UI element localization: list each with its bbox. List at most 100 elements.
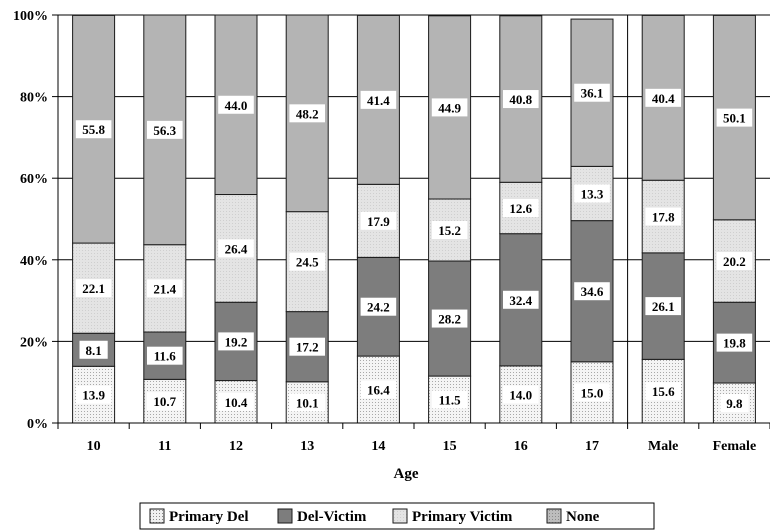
data-label-background [431,309,468,328]
data-label: 22.1 [75,279,112,298]
y-tick-label: 0% [27,417,48,432]
x-tick-labels: 10 11 12 13 14 15 16 17 Male Female [87,439,757,454]
data-label-background [218,95,254,114]
data-label: 11.6 [147,346,183,365]
x-tick-label: 14 [371,439,385,454]
data-label-background [431,98,468,117]
data-label-text: 8.1 [85,343,101,358]
data-label: 8.1 [79,340,108,359]
data-label-text: 15.6 [652,384,675,399]
data-label: 15.0 [574,383,610,402]
data-label-background [360,90,397,109]
data-label-background [431,221,468,240]
x-tick-label: 13 [300,439,314,454]
data-label-text: 41.4 [367,93,390,108]
y-tick-label: 20% [20,335,48,350]
legend-swatch [392,508,408,524]
x-tick-label: Female [713,439,757,454]
data-label-text: 48.2 [296,106,319,121]
data-label-background [574,383,610,402]
data-label-text: 15.2 [438,223,461,238]
data-label: 10.7 [147,392,183,411]
data-label-text: 26.1 [652,299,675,314]
x-tick-label: 12 [229,439,243,454]
legend-swatch [277,508,293,524]
data-label: 26.1 [645,297,681,316]
data-label-background [574,83,610,102]
data-label: 19.8 [716,333,753,352]
data-label-text: 19.2 [225,334,248,349]
legend-label: Primary Victim [412,509,513,525]
data-label-text: 11.5 [439,393,462,408]
data-label: 17.2 [289,337,325,356]
data-label-text: 12.6 [509,201,532,216]
data-label-text: 14.0 [509,387,532,402]
data-label-background [503,198,539,217]
data-label-background [645,297,681,316]
data-label: 15.2 [431,221,468,240]
data-label: 50.1 [716,108,753,127]
data-label: 15.6 [645,382,681,401]
legend-swatch [149,508,165,524]
data-label: 9.8 [720,394,749,413]
data-label-text: 40.8 [509,92,532,107]
legend-item: Primary Victim [392,508,513,525]
data-label-background [720,394,749,413]
data-label-text: 50.1 [723,111,746,126]
data-label-background [503,290,539,309]
data-label-text: 44.0 [225,98,248,113]
data-label-background [716,108,753,127]
data-label-background [645,382,681,401]
legend-item: Primary Del [149,508,249,525]
data-label-background [289,393,325,412]
data-label-background [645,88,681,107]
data-label: 20.2 [716,252,753,271]
legend-label: None [566,509,600,525]
data-label-text: 10.7 [153,394,176,409]
data-label-text: 9.8 [726,396,743,411]
data-label-text: 36.1 [581,86,604,101]
data-label: 34.6 [574,282,610,301]
data-label-text: 22.1 [82,281,105,296]
data-label-background [147,279,183,298]
data-label: 55.8 [75,120,112,139]
data-label: 36.1 [574,83,610,102]
y-tick-label: 60% [20,172,48,187]
data-label-background [360,380,397,399]
data-label-text: 13.9 [82,388,105,403]
data-label-background [503,90,539,109]
x-tick-label: 16 [514,439,528,454]
data-label-text: 24.5 [296,255,319,270]
data-label: 44.9 [431,98,468,117]
data-label-text: 28.2 [438,312,461,327]
data-label: 16.4 [360,380,397,399]
legend-item: None [546,508,600,525]
data-label-background [431,390,468,409]
data-label: 41.4 [360,90,397,109]
y-tick-label: 40% [20,254,48,269]
data-label-text: 21.4 [153,281,176,296]
x-tick-label: 11 [158,439,171,454]
data-label-text: 32.4 [509,293,532,308]
data-label-text: 17.2 [296,340,319,355]
x-tick-label: Male [648,439,678,454]
data-label-text: 17.8 [652,210,675,225]
data-label-text: 26.4 [225,241,248,256]
data-label-background [147,346,183,365]
x-tick-label: 17 [585,439,599,454]
data-label: 56.3 [147,120,183,139]
data-label: 28.2 [431,309,468,328]
legend-item: Del-Victim [277,508,367,525]
data-label: 40.8 [503,90,539,109]
data-label-text: 11.6 [154,349,177,364]
data-label-text: 15.0 [581,385,604,400]
data-label: 32.4 [503,290,539,309]
data-label-text: 20.2 [723,254,746,269]
data-label: 44.0 [218,95,254,114]
data-label-background [360,211,397,230]
y-tick-label: 100% [13,9,48,24]
data-label-text: 34.6 [581,284,604,299]
data-label: 11.5 [431,390,468,409]
x-axis-title: Age [394,466,419,482]
data-label-background [218,239,254,258]
